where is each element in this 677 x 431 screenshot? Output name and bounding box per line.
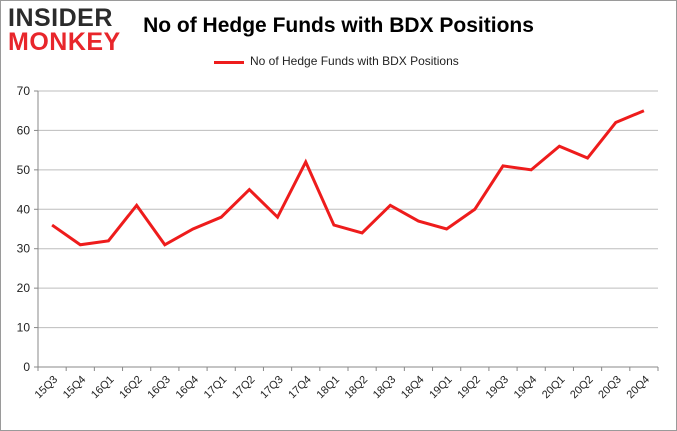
x-tick-labels: 15Q3 15Q4 16Q1 16Q2 16Q3 16Q4 17Q1 17Q2 17Q3 17Q4…	[33, 374, 652, 402]
x-tick-label-17Q3: 17Q3	[258, 374, 286, 402]
x-tick-label-20Q4: 20Q4	[625, 374, 653, 402]
x-tick-label-19Q2: 19Q2	[455, 374, 483, 402]
x-tick-label-17Q4: 17Q4	[286, 374, 314, 402]
axes	[34, 90, 659, 371]
series-group	[51, 109, 645, 247]
y-tick-label-50: 50	[17, 163, 31, 177]
x-tick-label-20Q1: 20Q1	[540, 374, 568, 402]
logo-line-1: INSIDER	[8, 4, 113, 32]
x-tick-label-15Q3: 15Q3	[33, 374, 61, 402]
legend-label: No of Hedge Funds with BDX Positions	[250, 54, 459, 68]
x-tick-label-18Q4: 18Q4	[399, 374, 427, 402]
x-tick-label-16Q2: 16Q2	[117, 374, 145, 402]
y-tick-label-0: 0	[23, 360, 30, 374]
y-tick-label-60: 60	[17, 123, 31, 137]
y-tick-labels: 0 10 20 30 40 50 60 70	[17, 84, 31, 374]
series-line-0	[51, 109, 645, 247]
x-tick-label-18Q2: 18Q2	[343, 374, 371, 402]
x-tick-label-20Q2: 20Q2	[568, 374, 596, 402]
x-tick-label-18Q1: 18Q1	[315, 374, 343, 402]
logo-line-2: MONKEY	[8, 28, 121, 56]
x-tick-label-19Q1: 19Q1	[427, 374, 455, 402]
x-tick-label-20Q3: 20Q3	[596, 374, 624, 402]
x-tick-label-17Q2: 17Q2	[230, 374, 258, 402]
y-tick-label-20: 20	[17, 281, 31, 295]
x-tick-label-19Q4: 19Q4	[512, 374, 540, 402]
x-tick-label-18Q3: 18Q3	[371, 374, 399, 402]
insider-monkey-logo: INSIDER MONKEY	[8, 4, 128, 58]
x-tick-label-19Q3: 19Q3	[484, 374, 512, 402]
y-tick-label-70: 70	[17, 84, 31, 98]
x-tick-label-16Q3: 16Q3	[145, 374, 173, 402]
chart-title: No of Hedge Funds with BDX Positions	[143, 14, 534, 37]
x-tick-label-16Q4: 16Q4	[174, 374, 202, 402]
legend-line-marker	[214, 61, 244, 64]
x-tick-label-16Q1: 16Q1	[89, 374, 117, 402]
y-tick-label-40: 40	[17, 202, 31, 216]
x-tick-label-15Q4: 15Q4	[61, 374, 89, 402]
x-tick-label-17Q1: 17Q1	[202, 374, 230, 402]
y-tick-label-30: 30	[17, 242, 31, 256]
y-tick-label-10: 10	[17, 321, 31, 335]
grid-lines	[38, 90, 658, 329]
